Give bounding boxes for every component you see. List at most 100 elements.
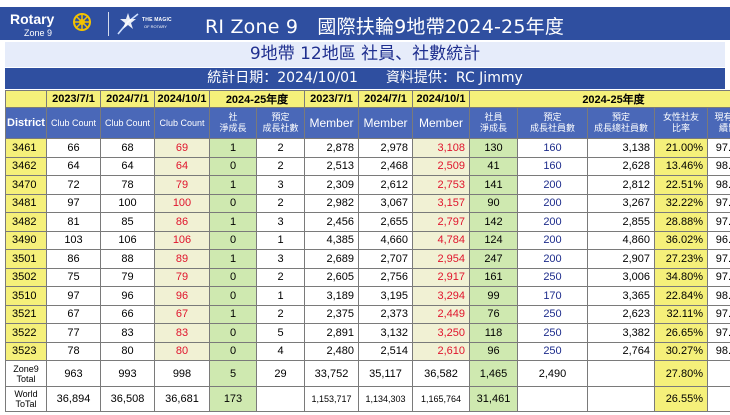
club-count-2024: 78: [100, 175, 155, 195]
header-blank: [5, 90, 47, 108]
female-ratio: 30.27%: [654, 341, 708, 361]
planned-member-growth: 160: [517, 156, 588, 176]
club-count-2023: 81: [46, 212, 101, 232]
member-2024: 2,514: [358, 341, 413, 361]
club-count-current: 80: [154, 341, 210, 361]
rotary-logo-text: Rotary: [10, 11, 55, 27]
retention-rate: 98.66%: [706, 341, 730, 361]
member-2024: 2,373: [358, 304, 413, 324]
table-row: 3502 75 79 79 0 2 2,605 2,756 2,917 161 250 3,006 34…: [5, 267, 730, 287]
district-number: 3490: [5, 230, 47, 250]
planned-total-members: 3,267: [587, 193, 655, 213]
club-net-growth: 1: [209, 175, 257, 195]
total-retention-rate: [706, 386, 730, 412]
club-net-growth: 1: [209, 249, 257, 269]
club-net-growth: 1: [209, 138, 257, 158]
planned-total-members: 3,365: [587, 286, 655, 306]
member-2023: 2,689: [304, 249, 359, 269]
member-2023: 2,456: [304, 212, 359, 232]
logo-divider: [108, 12, 109, 36]
club-net-growth: 0: [209, 156, 257, 176]
club-count-current: 100: [154, 193, 210, 213]
total-member-net-growth: 1,465: [469, 360, 518, 387]
page-title: RI Zone 9 國際扶輪9地帶2024-25年度: [205, 16, 565, 38]
club-count-current: 96: [154, 286, 210, 306]
column-header-planned-total: 預定 成長總社員數: [587, 107, 655, 139]
planned-member-growth: 200: [517, 193, 588, 213]
club-count-2024: 85: [100, 212, 155, 232]
planned-total-members: 2,764: [587, 341, 655, 361]
table-row: 3501 86 88 89 1 3 2,689 2,707 2,954 247 200 2,907 27…: [5, 249, 730, 269]
planned-club-growth: 2: [256, 138, 305, 158]
table-row: 3510 97 96 96 0 1 3,189 3,195 3,294 99 170 3,365 22.…: [5, 286, 730, 306]
member-current: 2,917: [412, 267, 470, 287]
member-current: 2,610: [412, 341, 470, 361]
member-net-growth: 118: [469, 323, 518, 343]
member-2023: 2,513: [304, 156, 359, 176]
planned-total-members: 2,855: [587, 212, 655, 232]
column-header-retention: 現有社員 續留率: [706, 107, 730, 139]
header-year: 2024-25年度: [209, 90, 305, 108]
member-net-growth: 141: [469, 175, 518, 195]
member-net-growth: 90: [469, 193, 518, 213]
club-count-2023: 86: [46, 249, 101, 269]
member-2023: 2,309: [304, 175, 359, 195]
district-number: 3502: [5, 267, 47, 287]
club-count-current: 79: [154, 175, 210, 195]
column-header-female-ratio: 女性社友 比率: [654, 107, 708, 139]
club-count-2023: 97: [46, 286, 101, 306]
total-club-count-current: 998: [154, 360, 210, 387]
total-member-2024: 35,117: [358, 360, 413, 387]
member-net-growth: 76: [469, 304, 518, 324]
header-row-dates: 2023/7/1 2024/7/1 2024/10/1 2024-25年度 20…: [5, 90, 730, 108]
member-current: 3,294: [412, 286, 470, 306]
district-number: 3523: [5, 341, 47, 361]
header-date: 2023/7/1: [46, 90, 101, 108]
retention-rate: 98.29%: [706, 286, 730, 306]
member-net-growth: 99: [469, 286, 518, 306]
member-2024: 3,067: [358, 193, 413, 213]
header-banner: Rotary Zone 9 THE MAGIC OF ROTARY RI Zon…: [0, 5, 730, 40]
district-number: 3461: [5, 138, 47, 158]
member-current: 3,250: [412, 323, 470, 343]
planned-total-members: 2,623: [587, 304, 655, 324]
total-member-2023: 1,153,717: [304, 386, 359, 412]
club-count-2024: 64: [100, 156, 155, 176]
zone-logo-text: Zone 9: [24, 28, 53, 38]
club-count-2024: 100: [100, 193, 155, 213]
club-count-2024: 88: [100, 249, 155, 269]
rotary-logo: Rotary Zone 9: [10, 10, 105, 40]
club-count-2023: 97: [46, 193, 101, 213]
total-planned-club-growth: 29: [256, 360, 305, 387]
planned-total-members: 3,138: [587, 138, 655, 158]
planned-member-growth: 250: [517, 341, 588, 361]
club-net-growth: 0: [209, 193, 257, 213]
district-number: 3482: [5, 212, 47, 232]
member-current: 2,954: [412, 249, 470, 269]
district-number: 3522: [5, 323, 47, 343]
planned-club-growth: 3: [256, 249, 305, 269]
club-count-2024: 96: [100, 286, 155, 306]
table-row: 3523 78 80 80 0 4 2,480 2,514 2,610 96 250 2,764 30.…: [5, 341, 730, 361]
female-ratio: 34.80%: [654, 267, 708, 287]
club-count-current: 86: [154, 212, 210, 232]
member-net-growth: 41: [469, 156, 518, 176]
club-count-2023: 67: [46, 304, 101, 324]
page-subtitle: 9地帶 12地區 社員、社數統計: [5, 42, 725, 67]
female-ratio: 26.65%: [654, 323, 708, 343]
club-count-2023: 103: [46, 230, 101, 250]
member-2024: 3,132: [358, 323, 413, 343]
planned-total-members: 2,628: [587, 156, 655, 176]
retention-rate: 96.93%: [706, 230, 730, 250]
member-2024: 2,707: [358, 249, 413, 269]
member-net-growth: 124: [469, 230, 518, 250]
female-ratio: 32.22%: [654, 193, 708, 213]
retention-rate: 98.33%: [706, 175, 730, 195]
club-count-2024: 106: [100, 230, 155, 250]
magic-logo-line2: OF ROTARY: [144, 24, 167, 29]
table-row: 3481 97 100 100 0 2 2,982 3,067 3,157 90 200 3,267 3…: [5, 193, 730, 213]
planned-club-growth: 2: [256, 267, 305, 287]
column-header-member: Member: [304, 107, 359, 139]
female-ratio: 32.11%: [654, 304, 708, 324]
